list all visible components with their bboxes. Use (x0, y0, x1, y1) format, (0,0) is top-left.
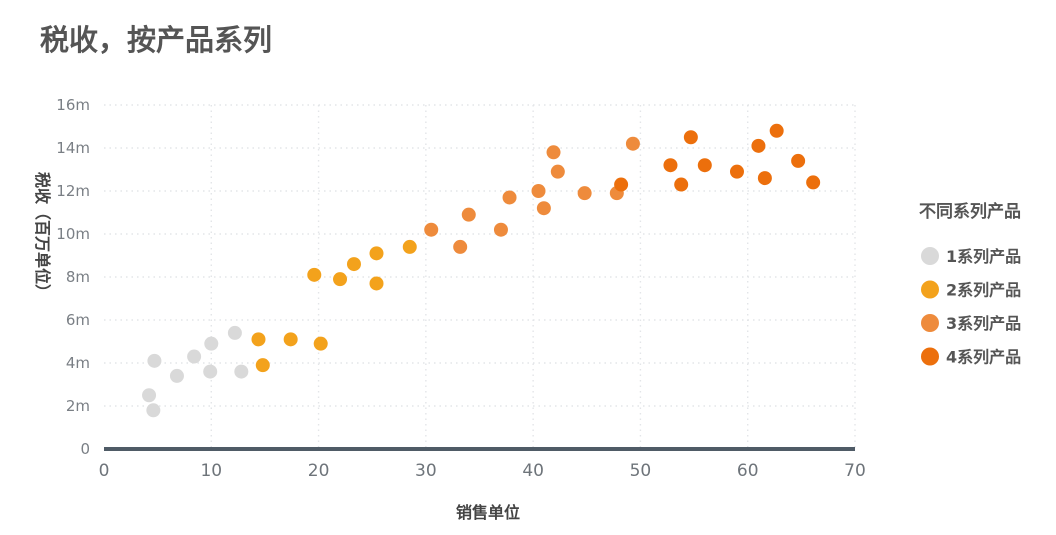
data-point-series-4 (769, 123, 784, 138)
data-point-series-4 (663, 158, 678, 173)
data-point-series-4 (674, 177, 689, 192)
y-tick-label: 14m (56, 139, 90, 157)
y-axis-ticks: 0 2m 4m 6m 8m 10m 12m 14m 16m (56, 96, 90, 458)
data-point-series-1 (234, 364, 249, 379)
data-point-series-3 (531, 184, 546, 198)
y-tick-label: 4m (66, 354, 90, 372)
legend-marker (921, 247, 939, 265)
legend-label: 3系列产品 (946, 314, 1021, 333)
data-point-series-3 (424, 222, 439, 237)
y-tick-label: 0 (80, 440, 90, 458)
legend-marker (921, 314, 939, 332)
x-tick-label: 70 (844, 461, 866, 481)
data-point-series-3 (546, 145, 561, 160)
data-point-series-2 (307, 267, 322, 282)
data-point-series-1 (227, 325, 242, 340)
data-point-series-3 (625, 136, 640, 151)
x-axis-title: 销售单位 (456, 503, 520, 522)
data-point-series-2 (402, 239, 417, 254)
legend-label: 4系列产品 (946, 348, 1021, 367)
x-axis-ticks: 0 10 20 30 40 50 60 70 (99, 461, 866, 481)
legend-marker (921, 280, 939, 299)
data-point-series-1 (204, 336, 219, 351)
data-point-series-1 (146, 403, 161, 418)
data-point-series-2 (346, 257, 361, 272)
data-point-series-2 (251, 332, 266, 347)
data-point-series-2 (369, 246, 384, 261)
data-point-series-3 (453, 239, 468, 254)
data-point-series-1 (147, 353, 162, 368)
data-point-series-2 (369, 276, 384, 291)
y-axis-title: 税收（百万单位） (33, 172, 52, 300)
data-point-series-1 (187, 349, 202, 364)
legend-marker (921, 347, 939, 366)
data-point-series-1 (203, 364, 218, 379)
data-point-series-2 (283, 332, 298, 347)
legend: 不同系列产品 1系列产品 2系列产品 3系列产品 4系列产品 (919, 201, 1021, 367)
data-point-series-3 (493, 222, 508, 237)
data-point-series-4 (757, 171, 772, 186)
data-point-series-2 (255, 358, 270, 373)
x-tick-label: 10 (200, 461, 222, 481)
y-tick-label: 16m (56, 96, 90, 114)
data-point-series-4 (729, 164, 744, 179)
data-point-series-3 (536, 201, 551, 216)
x-tick-label: 30 (415, 461, 437, 481)
x-tick-label: 40 (522, 461, 544, 481)
legend-label: 2系列产品 (946, 281, 1021, 300)
data-point-series-3 (461, 207, 476, 222)
x-tick-label: 20 (308, 461, 330, 481)
data-point-series-1 (169, 368, 184, 383)
y-tick-label: 2m (66, 397, 90, 415)
legend-label: 1系列产品 (946, 247, 1021, 266)
x-tick-label: 0 (99, 461, 110, 481)
data-point-series-3 (502, 190, 517, 205)
legend-title: 不同系列产品 (919, 201, 1021, 222)
data-point-series-1 (142, 388, 157, 403)
data-point-series-3 (550, 164, 565, 179)
chart-title: 税收，按产品系列 (40, 23, 272, 57)
data-point-series-4 (751, 138, 766, 153)
data-point-series-4 (683, 130, 698, 145)
data-point-series-2 (333, 272, 348, 287)
grid-lines (104, 104, 856, 449)
data-point-series-2 (313, 336, 328, 351)
data-point-series-3 (577, 186, 592, 201)
x-tick-label: 60 (737, 461, 759, 481)
data-points (142, 123, 821, 418)
y-tick-label: 6m (66, 311, 90, 329)
data-point-series-4 (806, 175, 821, 190)
data-point-series-4 (791, 153, 806, 168)
y-tick-label: 10m (56, 225, 90, 243)
y-tick-label: 12m (56, 182, 90, 200)
y-tick-label: 8m (66, 268, 90, 286)
data-point-series-4 (697, 158, 712, 173)
x-tick-label: 50 (630, 461, 652, 481)
data-point-series-4 (614, 177, 629, 192)
